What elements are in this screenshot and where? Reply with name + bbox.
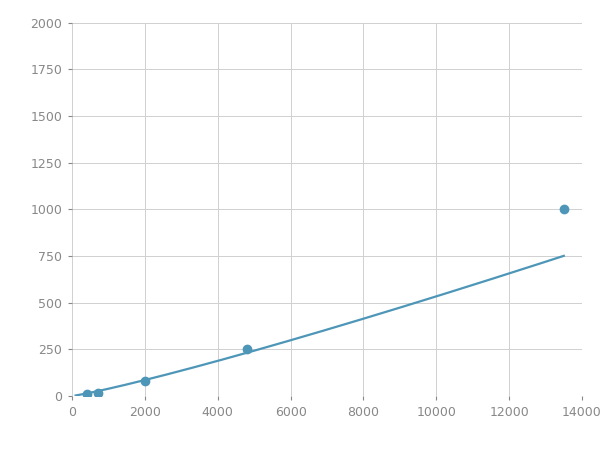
Point <box>242 346 251 353</box>
Point <box>82 391 91 398</box>
Point <box>140 378 149 385</box>
Point <box>559 206 569 213</box>
Point <box>92 390 102 397</box>
